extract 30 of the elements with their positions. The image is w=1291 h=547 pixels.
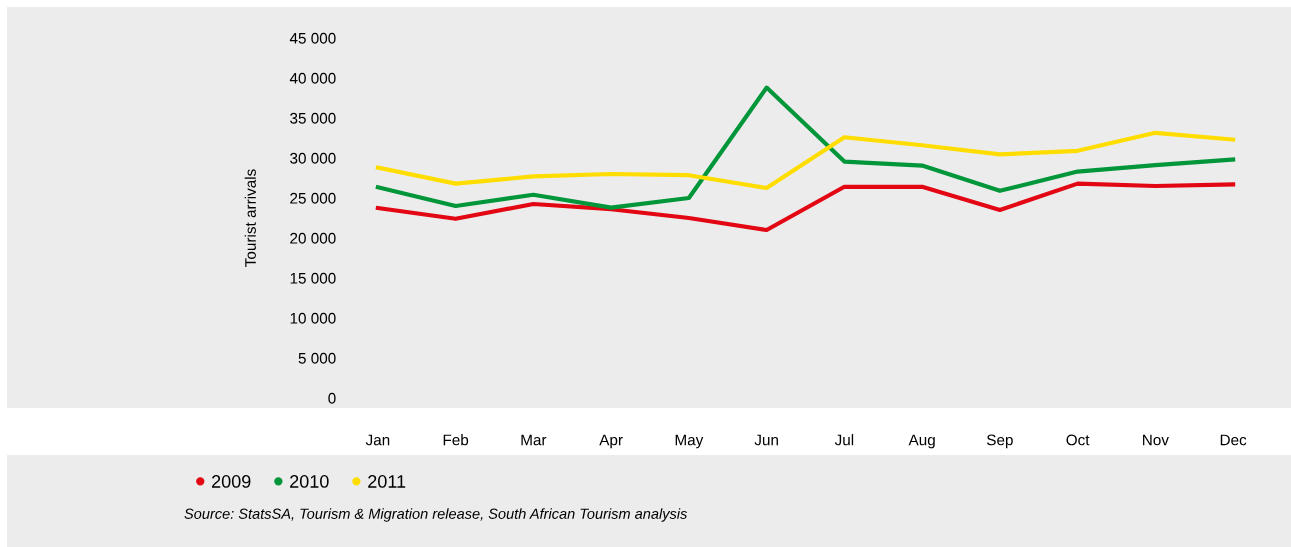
x-tick-label: Oct xyxy=(1066,434,1090,446)
y-tick-label: 20 000 xyxy=(290,232,336,244)
x-tick-label: Jan xyxy=(365,434,390,446)
line-series xyxy=(375,181,1236,233)
y-tick-label: 40 000 xyxy=(289,72,336,84)
y-tick-label: 25 000 xyxy=(290,192,336,204)
x-tick-label: May xyxy=(675,434,704,449)
y-tick-label: 15 000 xyxy=(290,272,336,284)
x-tick-label: Sep xyxy=(986,434,1013,449)
legend-label: 2010 xyxy=(290,475,329,488)
source-note: Source: StatsSA, Tourism & Migration release, South African Tourism analysis xyxy=(184,508,688,522)
line-series xyxy=(375,85,1236,210)
x-tick-label: Mar xyxy=(521,434,547,446)
y-tick-label: 5 000 xyxy=(298,352,336,364)
legend-label: 2009 xyxy=(212,475,251,488)
y-tick-label: 45 000 xyxy=(289,32,336,44)
x-tick-label: Feb xyxy=(443,434,469,446)
y-tick-label: 30 000 xyxy=(290,152,336,164)
line-series xyxy=(375,130,1236,191)
x-tick-label: Dec xyxy=(1220,434,1247,446)
legend-label: 2011 xyxy=(368,475,406,488)
y-axis-title: Tourist arrivals xyxy=(244,169,256,267)
x-tick-label: Apr xyxy=(599,434,623,449)
x-tick-label: Aug xyxy=(908,434,935,449)
x-tick-label: Jun xyxy=(754,434,778,446)
y-tick-label: 35 000 xyxy=(290,112,336,124)
x-tick-label: Jul xyxy=(834,434,854,446)
y-tick-label: 0 xyxy=(328,392,336,404)
y-tick-label: 10 000 xyxy=(290,312,336,324)
x-tick-label: Nov xyxy=(1143,434,1169,446)
